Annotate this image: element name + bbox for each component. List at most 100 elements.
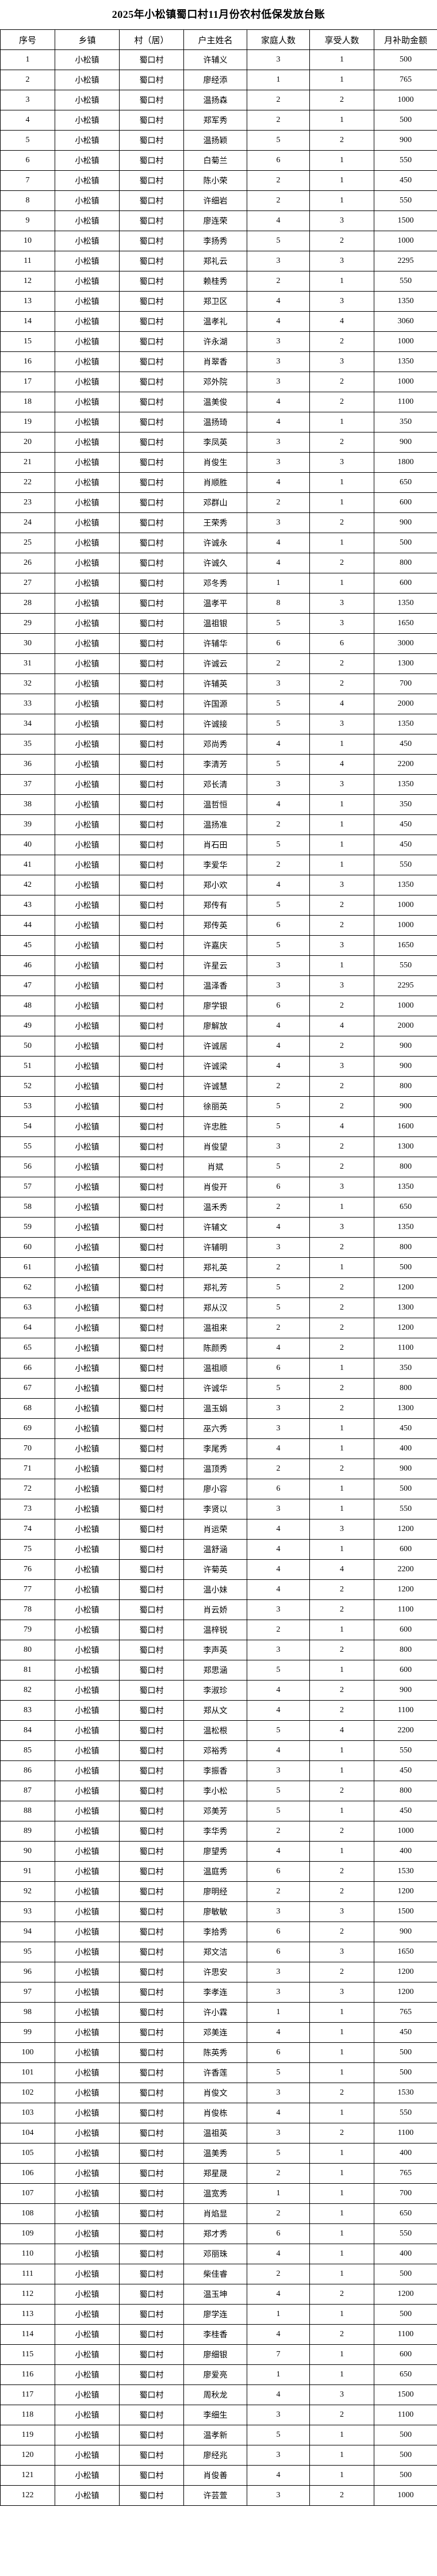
cell-town: 小松镇 xyxy=(55,432,120,453)
cell-householder-name: 郑从文 xyxy=(183,1700,247,1721)
cell-family-count: 3 xyxy=(247,2445,310,2466)
cell-householder-name: 许国源 xyxy=(183,694,247,714)
table-row: 120 小松镇 蜀口村 廖经兆 3 1 500 xyxy=(0,2445,437,2466)
cell-householder-name: 温祖英 xyxy=(183,2123,247,2144)
table-row: 64 小松镇 蜀口村 温祖来 2 2 1200 xyxy=(0,1318,437,1338)
cell-town: 小松镇 xyxy=(55,412,120,432)
cell-family-count: 4 xyxy=(247,311,310,332)
cell-seq: 107 xyxy=(0,2183,55,2204)
cell-monthly-subsidy: 600 xyxy=(374,1539,437,1560)
cell-monthly-subsidy: 500 xyxy=(374,2465,437,2486)
cell-seq: 117 xyxy=(0,2384,55,2405)
cell-town: 小松镇 xyxy=(55,2364,120,2385)
cell-monthly-subsidy: 500 xyxy=(374,2425,437,2445)
cell-beneficiary-count: 1 xyxy=(309,2304,374,2325)
cell-householder-name: 李小松 xyxy=(183,1781,247,1801)
cell-village: 蜀口村 xyxy=(119,1559,184,1580)
cell-village: 蜀口村 xyxy=(119,915,184,936)
cell-beneficiary-count: 3 xyxy=(309,1217,374,1238)
cell-seq: 48 xyxy=(0,996,55,1016)
cell-householder-name: 肖俊文 xyxy=(183,2083,247,2103)
cell-village: 蜀口村 xyxy=(119,2143,184,2164)
cell-householder-name: 温扬琦 xyxy=(183,412,247,432)
table-row: 17 小松镇 蜀口村 邓外院 3 2 1000 xyxy=(0,372,437,392)
cell-family-count: 1 xyxy=(247,573,310,594)
cell-seq: 29 xyxy=(0,613,55,634)
cell-village: 蜀口村 xyxy=(119,2163,184,2184)
cell-town: 小松镇 xyxy=(55,1519,120,1540)
cell-beneficiary-count: 2 xyxy=(309,1599,374,1620)
header-seq: 序号 xyxy=(0,29,55,50)
cell-town: 小松镇 xyxy=(55,1942,120,1962)
cell-family-count: 3 xyxy=(247,512,310,533)
cell-seq: 120 xyxy=(0,2445,55,2466)
cell-town: 小松镇 xyxy=(55,694,120,714)
cell-family-count: 2 xyxy=(247,1076,310,1097)
cell-town: 小松镇 xyxy=(55,754,120,775)
cell-monthly-subsidy: 400 xyxy=(374,2244,437,2264)
cell-householder-name: 许香莲 xyxy=(183,2062,247,2083)
cell-family-count: 4 xyxy=(247,875,310,895)
cell-family-count: 2 xyxy=(247,814,310,835)
cell-town: 小松镇 xyxy=(55,593,120,614)
cell-beneficiary-count: 1 xyxy=(309,2203,374,2224)
cell-monthly-subsidy: 700 xyxy=(374,2183,437,2204)
cell-town: 小松镇 xyxy=(55,49,120,70)
cell-village: 蜀口村 xyxy=(119,2062,184,2083)
table-row: 55 小松镇 蜀口村 肖俊望 3 2 1300 xyxy=(0,1136,437,1157)
table-row: 19 小松镇 蜀口村 温扬琦 4 1 350 xyxy=(0,412,437,432)
cell-family-count: 2 xyxy=(247,1821,310,1842)
table-row: 86 小松镇 蜀口村 李振香 3 1 450 xyxy=(0,1760,437,1781)
cell-village: 蜀口村 xyxy=(119,2203,184,2224)
cell-village: 蜀口村 xyxy=(119,1881,184,1902)
cell-village: 蜀口村 xyxy=(119,2284,184,2305)
cell-householder-name: 郑小欢 xyxy=(183,875,247,895)
cell-monthly-subsidy: 1500 xyxy=(374,210,437,231)
cell-town: 小松镇 xyxy=(55,150,120,171)
table-row: 109 小松镇 蜀口村 郑才秀 6 1 550 xyxy=(0,2223,437,2244)
cell-village: 蜀口村 xyxy=(119,774,184,795)
cell-beneficiary-count: 2 xyxy=(309,2405,374,2425)
cell-village: 蜀口村 xyxy=(119,2264,184,2284)
cell-village: 蜀口村 xyxy=(119,533,184,553)
cell-village: 蜀口村 xyxy=(119,1599,184,1620)
cell-town: 小松镇 xyxy=(55,2445,120,2466)
cell-householder-name: 廖解放 xyxy=(183,1016,247,1036)
cell-town: 小松镇 xyxy=(55,512,120,533)
cell-family-count: 3 xyxy=(247,1136,310,1157)
cell-beneficiary-count: 1 xyxy=(309,573,374,594)
cell-monthly-subsidy: 800 xyxy=(374,1076,437,1097)
cell-family-count: 4 xyxy=(247,2465,310,2486)
cell-seq: 54 xyxy=(0,1116,55,1137)
cell-beneficiary-count: 2 xyxy=(309,2324,374,2345)
cell-village: 蜀口村 xyxy=(119,2485,184,2506)
table-row: 47 小松镇 蜀口村 温泽香 3 3 2295 xyxy=(0,975,437,996)
cell-monthly-subsidy: 450 xyxy=(374,1801,437,1821)
cell-monthly-subsidy: 600 xyxy=(374,1660,437,1681)
cell-village: 蜀口村 xyxy=(119,130,184,151)
cell-village: 蜀口村 xyxy=(119,1318,184,1338)
cell-town: 小松镇 xyxy=(55,1700,120,1721)
cell-family-count: 3 xyxy=(247,2083,310,2103)
cell-family-count: 5 xyxy=(247,935,310,956)
table-row: 84 小松镇 蜀口村 温松根 5 4 2200 xyxy=(0,1720,437,1741)
cell-seq: 69 xyxy=(0,1418,55,1439)
table-row: 107 小松镇 蜀口村 温宽秀 1 1 700 xyxy=(0,2183,437,2204)
cell-monthly-subsidy: 350 xyxy=(374,1358,437,1379)
cell-town: 小松镇 xyxy=(55,1740,120,1761)
cell-householder-name: 温小妹 xyxy=(183,1579,247,1600)
table-row: 80 小松镇 蜀口村 李声英 3 2 800 xyxy=(0,1640,437,1660)
cell-beneficiary-count: 1 xyxy=(309,2103,374,2123)
cell-village: 蜀口村 xyxy=(119,210,184,231)
cell-beneficiary-count: 3 xyxy=(309,975,374,996)
cell-village: 蜀口村 xyxy=(119,2425,184,2445)
cell-monthly-subsidy: 900 xyxy=(374,432,437,453)
cell-beneficiary-count: 1 xyxy=(309,2062,374,2083)
cell-family-count: 2 xyxy=(247,1620,310,1640)
cell-family-count: 4 xyxy=(247,1539,310,1560)
cell-family-count: 4 xyxy=(247,412,310,432)
cell-village: 蜀口村 xyxy=(119,231,184,251)
cell-monthly-subsidy: 1650 xyxy=(374,1942,437,1962)
cell-family-count: 4 xyxy=(247,1519,310,1540)
cell-village: 蜀口村 xyxy=(119,935,184,956)
